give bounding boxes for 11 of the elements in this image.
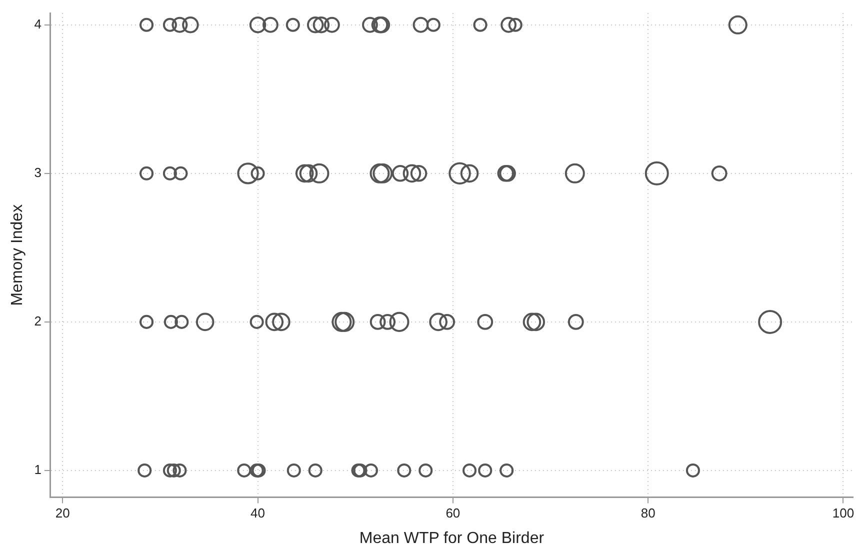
- x-tick-label: 100: [832, 506, 854, 521]
- x-tick-label: 80: [640, 506, 656, 521]
- y-tick-label: 3: [34, 164, 42, 180]
- x-tick-label: 40: [250, 506, 266, 521]
- y-tick-label: 1: [34, 462, 42, 478]
- y-tick-label: 2: [34, 314, 42, 329]
- y-tick-label: 4: [34, 16, 42, 32]
- x-tick-label: 60: [446, 506, 460, 521]
- y-axis-title: Memory Index: [9, 204, 26, 306]
- x-tick-label: 20: [55, 506, 70, 521]
- x-axis-title: Mean WTP for One Birder: [359, 530, 545, 547]
